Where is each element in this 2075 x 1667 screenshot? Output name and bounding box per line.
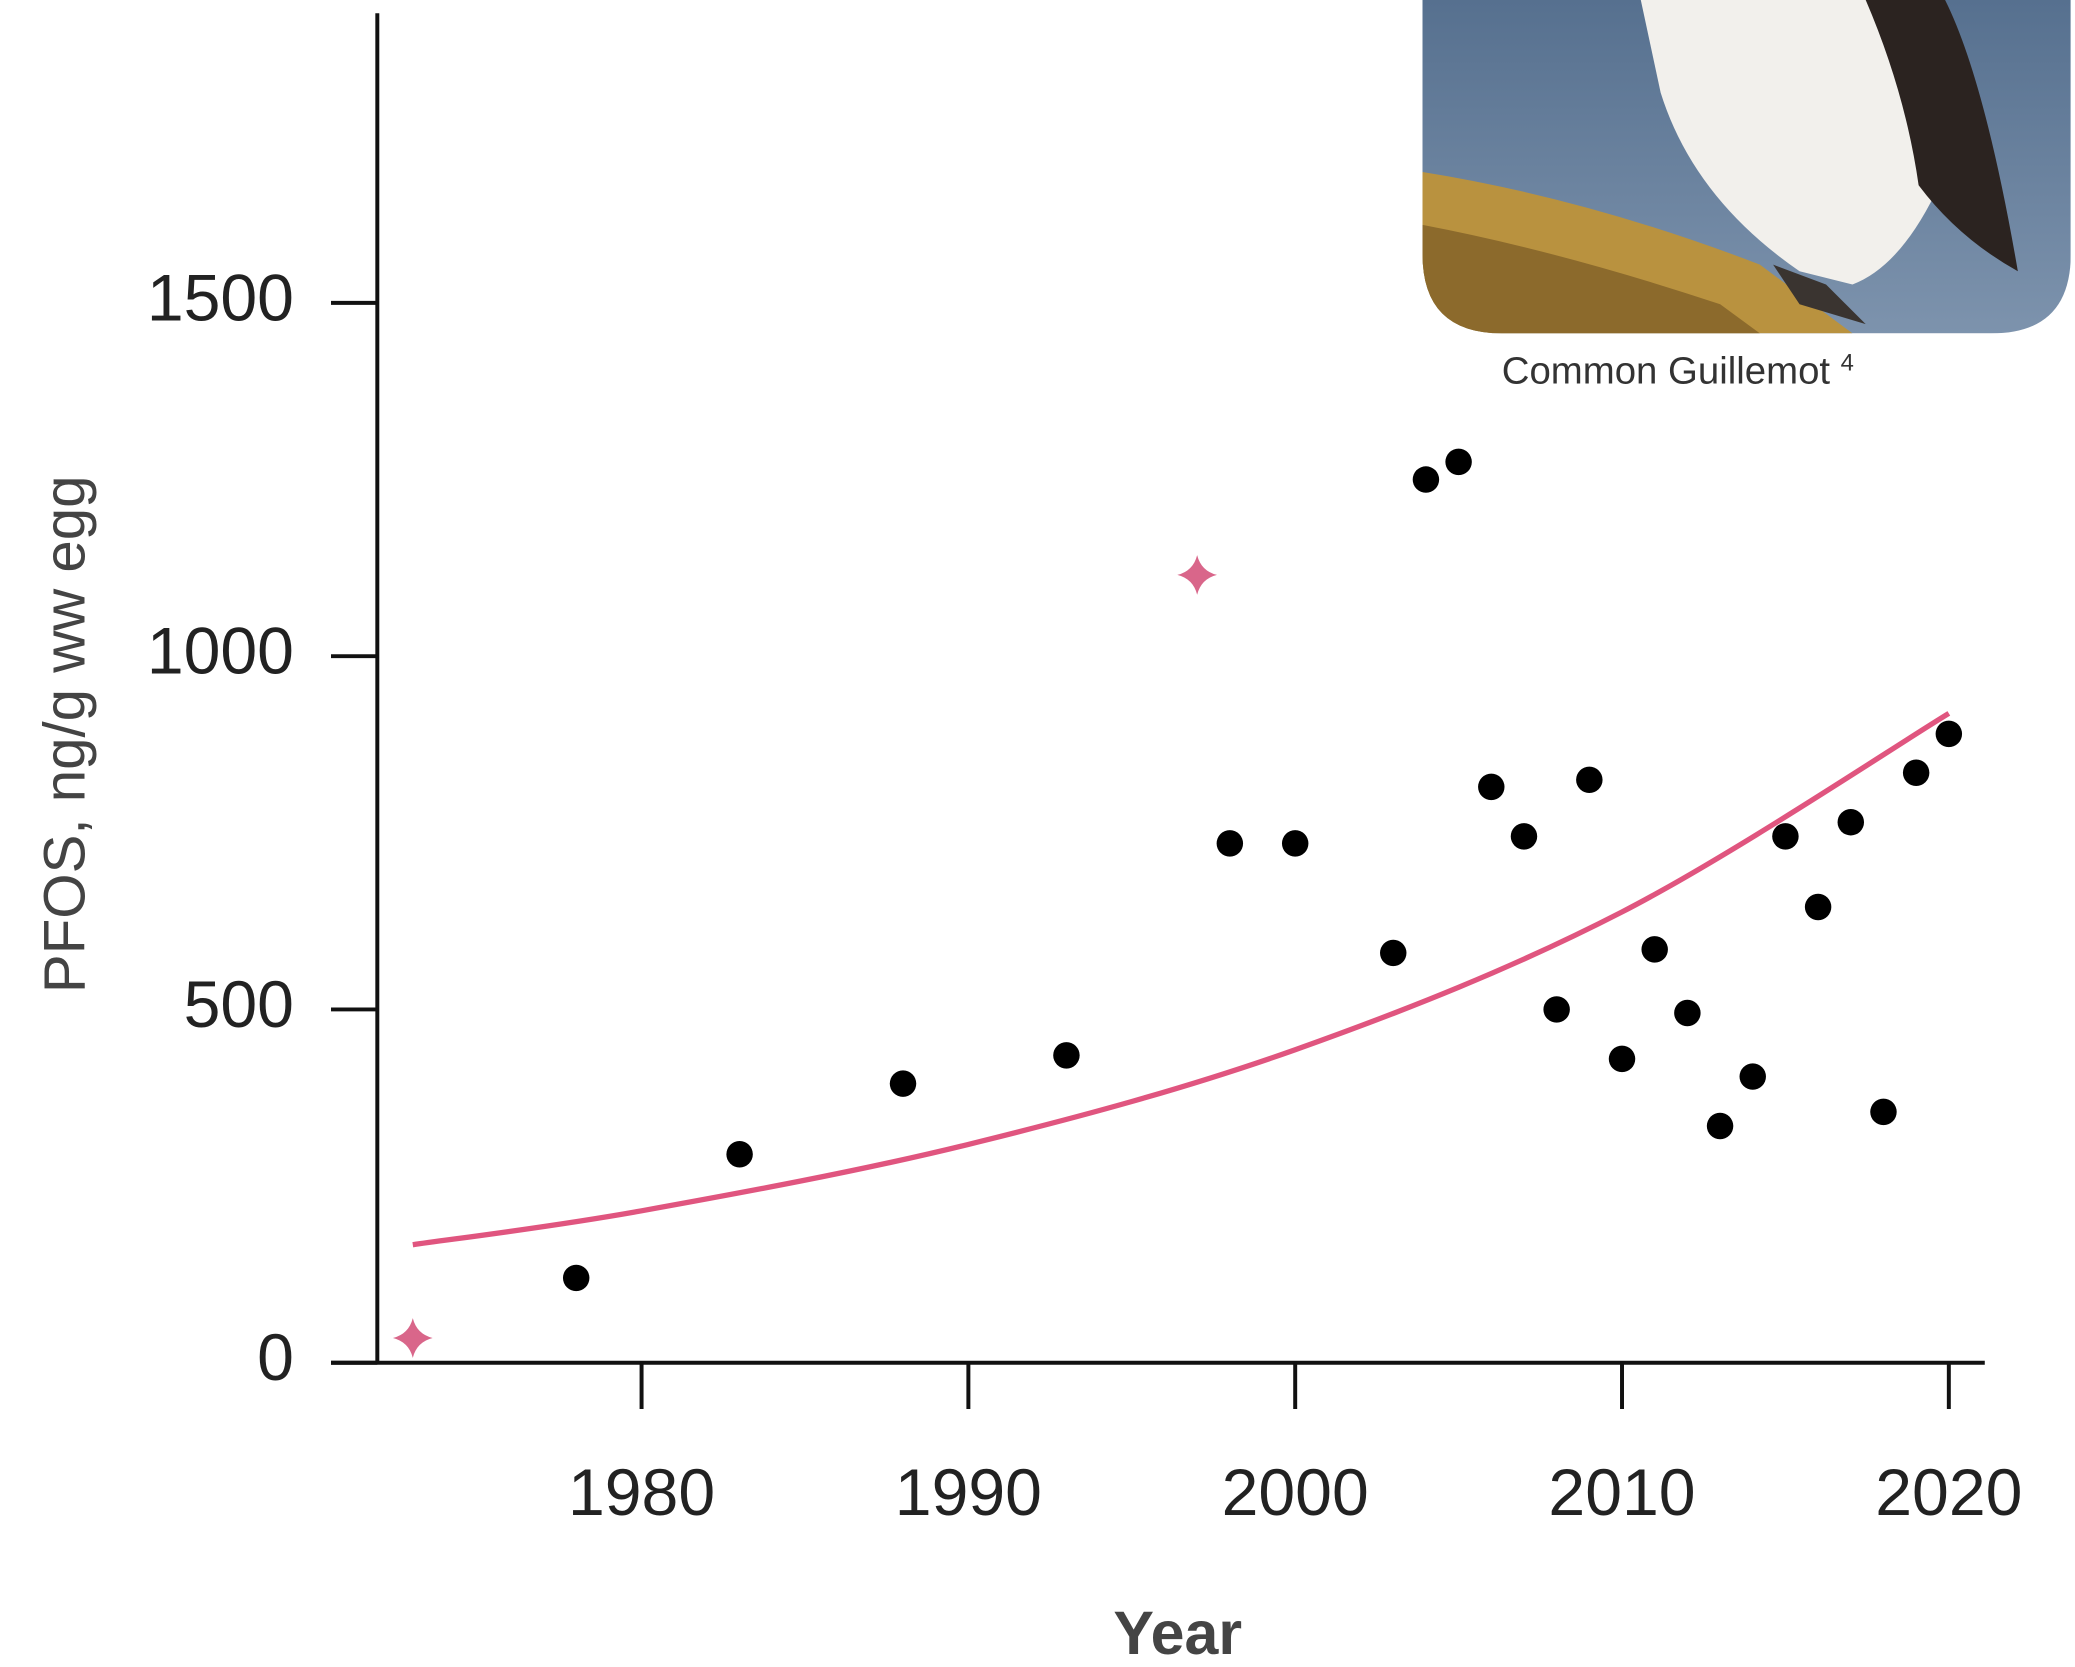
data-point	[1543, 996, 1570, 1023]
caption-text: Common Guillemot	[1502, 350, 1831, 393]
data-point	[1706, 1112, 1734, 1140]
data-point	[1641, 936, 1668, 963]
data-point	[1412, 466, 1440, 493]
data-point	[1053, 1042, 1080, 1069]
data-point	[1445, 448, 1472, 476]
x-tick-label: 1980	[568, 1456, 715, 1530]
data-point	[1510, 823, 1538, 850]
data-point	[1608, 1045, 1636, 1073]
x-tick-label: 1990	[895, 1456, 1042, 1530]
data-point	[1576, 766, 1603, 794]
x-tick-label: 2010	[1548, 1456, 1695, 1530]
data-point	[1478, 773, 1505, 801]
y-tick-label: 0	[257, 1321, 294, 1395]
data-point	[1216, 830, 1244, 857]
trend-line	[412, 711, 1951, 1248]
data-point	[889, 1070, 917, 1097]
data-point	[1870, 1098, 1897, 1126]
diamond-point	[392, 1318, 433, 1358]
data-point	[1837, 808, 1865, 836]
data-point	[1804, 893, 1832, 921]
data-point	[1935, 720, 1963, 748]
data-point	[726, 1141, 753, 1168]
data-point	[562, 1264, 590, 1292]
data-point	[1674, 999, 1701, 1027]
x-tick-label: 2000	[1222, 1456, 1369, 1530]
y-tick-label: 1000	[147, 615, 294, 689]
data-point	[1739, 1063, 1766, 1090]
data-point	[1772, 823, 1799, 850]
photo	[1422, 0, 2071, 334]
caption-ref: 4	[1841, 349, 1854, 376]
y-tick-label: 1500	[147, 261, 294, 335]
y-tick-label: 500	[184, 968, 294, 1042]
diamond-point	[1177, 555, 1217, 595]
data-point	[1380, 939, 1407, 967]
x-tick-label: 2020	[1875, 1456, 2022, 1530]
data-point	[1281, 830, 1309, 857]
x-axis-label: Year	[1113, 1599, 1242, 1667]
y-axis-label: PFOS, ng/g ww egg	[32, 475, 97, 993]
data-point	[1902, 759, 1930, 786]
photo-caption: Common Guillemot 4	[1502, 349, 1854, 392]
